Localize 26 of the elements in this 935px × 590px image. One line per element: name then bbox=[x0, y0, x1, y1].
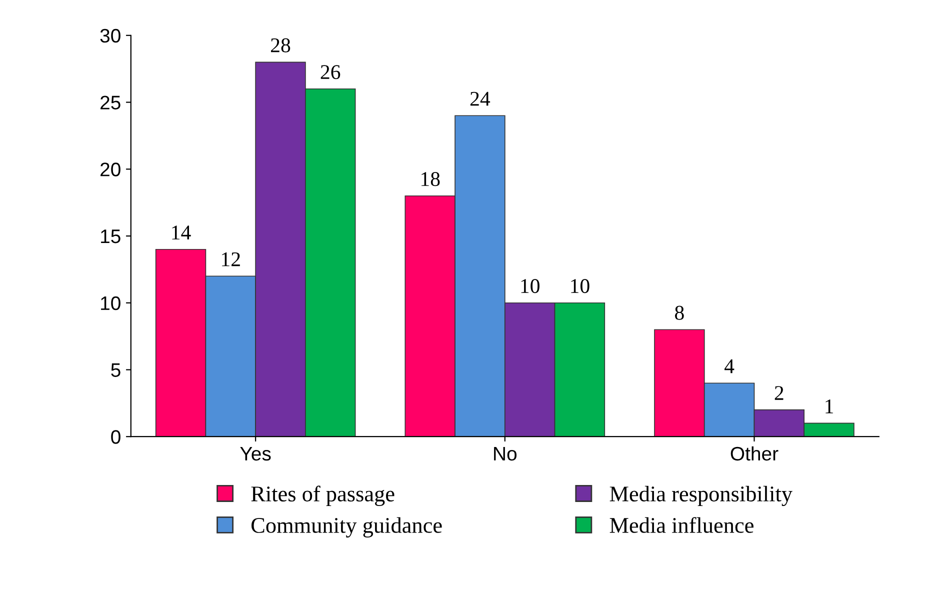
legend-label: Rites of passage bbox=[251, 486, 394, 506]
x-tick-label: No bbox=[494, 447, 517, 461]
data-label: 10 bbox=[521, 279, 540, 294]
data-label: 28 bbox=[271, 38, 290, 52]
y-tick-label: 0 bbox=[111, 430, 120, 444]
data-label: 2 bbox=[774, 386, 784, 400]
y-tick-label: 20 bbox=[100, 162, 120, 176]
data-label: 1 bbox=[826, 399, 833, 414]
data-label: 24 bbox=[470, 92, 490, 106]
data-label: 4 bbox=[724, 359, 734, 374]
data-label: 18 bbox=[422, 172, 440, 186]
legend-label: Community guidance bbox=[252, 517, 442, 538]
data-label: 8 bbox=[675, 306, 684, 320]
y-tick-label: 15 bbox=[101, 230, 120, 244]
y-tick-label: 30 bbox=[100, 28, 120, 43]
y-tick-label: 10 bbox=[101, 296, 120, 310]
legend-label: Media influence bbox=[610, 517, 754, 533]
x-tick-label: Other bbox=[730, 446, 778, 461]
data-label: 12 bbox=[222, 252, 240, 266]
y-tick-label: 5 bbox=[111, 363, 120, 377]
legend-label: Media responsibility bbox=[610, 486, 792, 506]
y-tick-label: 25 bbox=[100, 96, 120, 110]
data-label: 10 bbox=[571, 279, 590, 294]
data-label: 26 bbox=[320, 65, 340, 80]
data-label: 14 bbox=[172, 226, 191, 240]
x-tick-label: Yes bbox=[240, 447, 271, 461]
